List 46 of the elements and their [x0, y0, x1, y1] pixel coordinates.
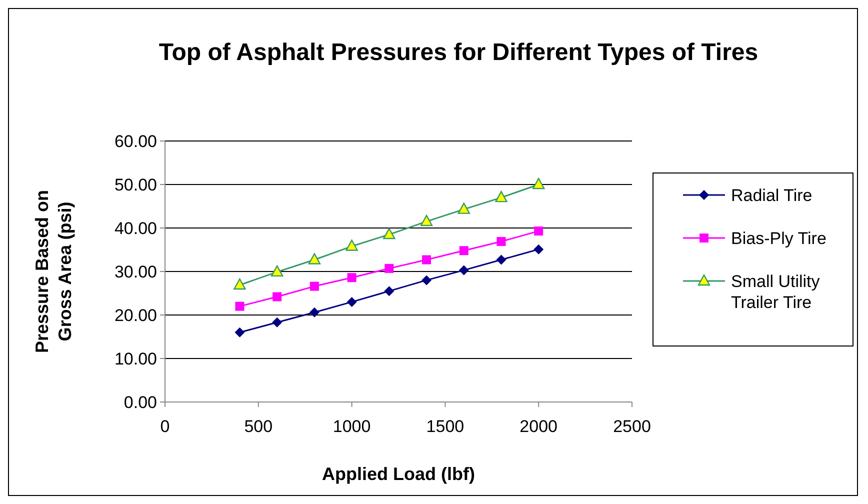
point	[422, 255, 432, 264]
point	[270, 265, 284, 277]
legend-label: Small Utility Trailer Tire	[731, 272, 820, 312]
legend-label: Bias-Ply Tire	[731, 229, 826, 248]
point	[496, 236, 506, 246]
y-tick-label: 30.00	[114, 262, 157, 282]
point	[420, 214, 433, 226]
point	[383, 228, 396, 240]
point	[384, 286, 394, 296]
x-tick-label: 2500	[613, 417, 651, 436]
point	[534, 226, 544, 236]
x-tick-label: 2000	[520, 417, 558, 436]
point	[458, 265, 469, 276]
point	[532, 178, 545, 190]
point	[422, 275, 432, 286]
point	[495, 190, 508, 202]
point	[272, 317, 282, 328]
point	[235, 302, 244, 311]
point	[272, 292, 282, 302]
y-tick-label: 0.00	[124, 393, 157, 412]
point	[459, 246, 468, 256]
y-tick-label: 10.00	[114, 350, 157, 368]
point	[534, 244, 544, 254]
chart-title: Top of Asphalt Pressures for Different Types of Tires	[158, 39, 758, 66]
x-tick-label: 1500	[426, 417, 464, 436]
x-axis-title: Applied Load (lbf)	[322, 464, 475, 484]
y-tick-label: 20.00	[114, 306, 157, 325]
point	[384, 264, 394, 273]
point	[308, 253, 321, 264]
y-tick-label: 40.00	[114, 219, 157, 238]
point	[234, 327, 245, 338]
point	[234, 278, 246, 290]
x-tick-label: 0	[160, 417, 170, 436]
point	[310, 282, 319, 291]
point	[496, 254, 506, 265]
x-tick-label: 500	[244, 417, 273, 436]
y-axis-title: Pressure Based on Gross Area (psi)	[32, 190, 75, 354]
y-tick-label: 50.00	[114, 176, 157, 194]
point	[346, 240, 358, 251]
x-tick-label: 1000	[332, 417, 371, 436]
point	[309, 307, 320, 318]
point	[458, 202, 470, 214]
legend-label: Radial Tire	[731, 186, 812, 205]
point	[347, 273, 356, 282]
y-tick-label: 60.00	[114, 132, 157, 151]
point	[346, 296, 357, 307]
